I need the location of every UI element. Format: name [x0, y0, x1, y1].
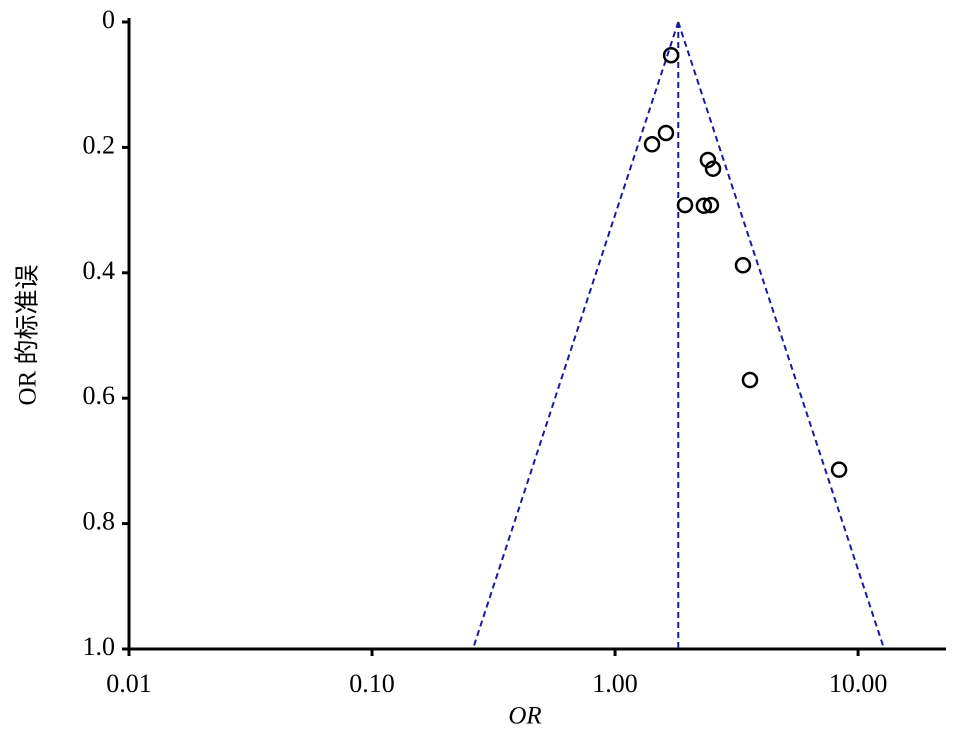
x-tick-label: 10.00 — [829, 669, 888, 698]
y-tick-label: 0 — [102, 5, 115, 34]
x-tick-label: 1.00 — [592, 669, 638, 698]
y-tick-label: 0.6 — [83, 381, 116, 410]
point — [830, 461, 848, 478]
point — [695, 197, 713, 214]
point — [699, 151, 717, 169]
point — [741, 371, 759, 389]
point — [704, 160, 722, 177]
x-axis-label: OR — [508, 703, 541, 730]
point — [702, 196, 720, 214]
point — [662, 46, 680, 64]
y-tick-label: 0.2 — [83, 130, 116, 159]
funnel-line — [677, 21, 886, 650]
y-axis-label: OR 的标准误 — [14, 265, 42, 406]
x-tick-label: 0.10 — [349, 669, 395, 698]
point — [657, 124, 675, 142]
point — [676, 196, 694, 214]
x-tick-label: 0.01 — [106, 669, 152, 698]
y-tick-label: 1.0 — [83, 632, 116, 661]
funnel-line — [471, 21, 680, 650]
y-tick-label: 0.4 — [83, 256, 116, 285]
y-tick-label: 0.8 — [83, 507, 116, 536]
point — [734, 257, 752, 274]
point — [643, 136, 661, 153]
